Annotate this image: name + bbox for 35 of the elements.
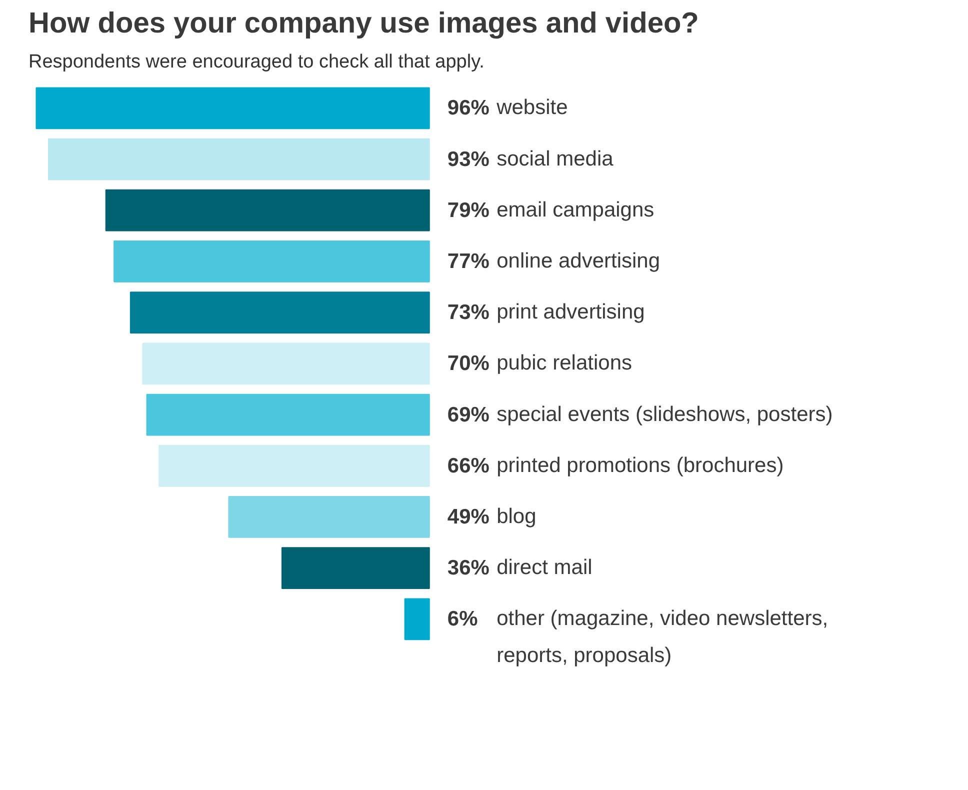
data-label: 70% [447, 352, 490, 376]
y-tick-label: online advertising [496, 249, 660, 272]
bar [130, 292, 430, 334]
y-tick-label: printed promotions (brochures) [496, 454, 784, 477]
data-label: 66% [447, 454, 490, 478]
y-tick-label: social media [496, 147, 614, 170]
data-label: 79% [447, 198, 490, 222]
chart-subtitle: Respondents were encouraged to check all that apply. [28, 52, 484, 72]
y-tick-label: website [496, 96, 568, 120]
bar [114, 240, 430, 282]
y-tick-label: other (magazine, video newsletters, reports, proposals) [496, 607, 828, 667]
bar [228, 496, 430, 538]
data-label: 69% [447, 403, 490, 426]
bar [36, 87, 430, 130]
y-tick-label: print advertising [496, 300, 645, 324]
bar [404, 598, 430, 640]
bar [158, 444, 430, 487]
bar [146, 394, 430, 436]
data-label: 93% [447, 148, 490, 171]
bar [48, 138, 430, 180]
bar [142, 342, 430, 385]
y-tick-label: email campaigns [496, 198, 654, 222]
bar [281, 547, 430, 590]
data-label: 77% [447, 250, 490, 273]
data-label: 96% [447, 96, 490, 120]
bar [105, 189, 430, 232]
y-tick-label: special events (slideshows, posters) [496, 402, 833, 426]
y-tick-label: pubic relations [496, 352, 632, 375]
data-label: 49% [447, 505, 490, 528]
y-tick-label: blog [496, 504, 536, 528]
data-label: 73% [447, 301, 490, 324]
data-label: 6% [447, 608, 478, 631]
y-tick-label: direct mail [496, 556, 592, 580]
data-label: 36% [447, 556, 490, 580]
chart-title: How does your company use images and video? [28, 8, 699, 40]
